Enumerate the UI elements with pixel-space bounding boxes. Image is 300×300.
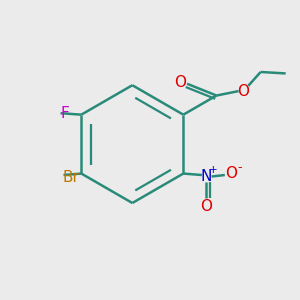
Text: O: O [174, 75, 186, 90]
Text: +: + [209, 165, 218, 175]
Text: -: - [237, 161, 242, 174]
Text: N: N [201, 169, 212, 184]
Text: O: O [237, 84, 249, 99]
Text: Br: Br [62, 170, 79, 185]
Text: F: F [61, 106, 69, 121]
Text: O: O [225, 166, 237, 181]
Text: O: O [200, 199, 212, 214]
